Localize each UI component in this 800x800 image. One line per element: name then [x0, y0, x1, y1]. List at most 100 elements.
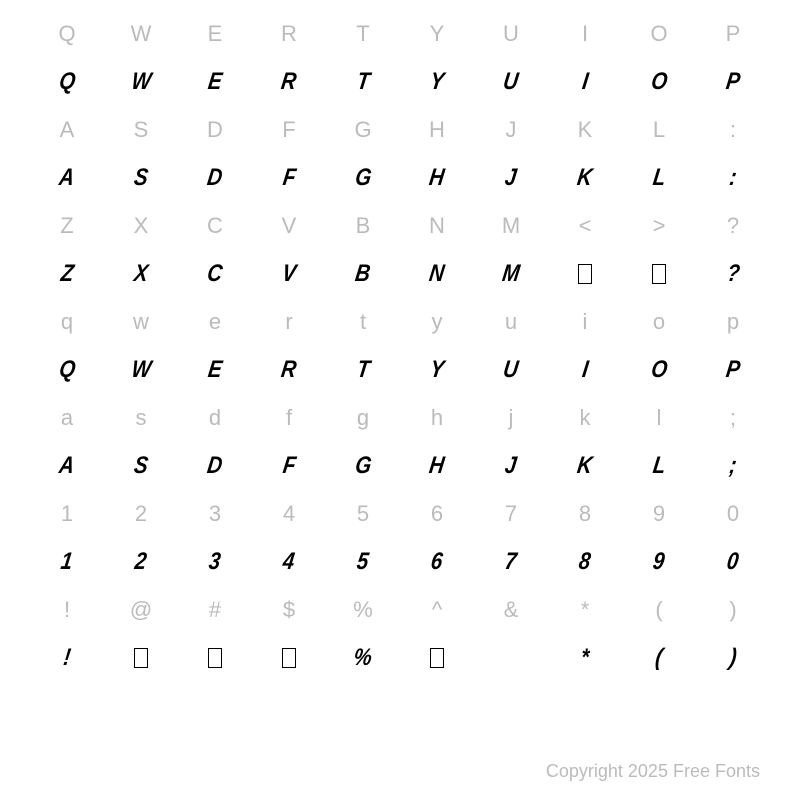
glyph-cell: D — [206, 164, 225, 192]
ref-cell: o — [653, 309, 665, 335]
ref-cell: F — [282, 117, 295, 143]
ref-cell: h — [431, 405, 443, 431]
ref-cell: l — [657, 405, 662, 431]
glyph-cell: W — [129, 68, 152, 96]
glyph-cell — [430, 648, 444, 668]
ref-cell: S — [134, 117, 149, 143]
glyph-cell: K — [576, 452, 595, 480]
ref-cell: Y — [430, 21, 445, 47]
glyph-cell: X — [132, 260, 150, 288]
ref-cell: j — [509, 405, 514, 431]
glyph-cell — [208, 648, 222, 668]
ref-cell: # — [209, 597, 221, 623]
ref-cell: 3 — [209, 501, 221, 527]
ref-cell: d — [209, 405, 221, 431]
ref-cell: N — [429, 213, 445, 239]
ref-cell: P — [726, 21, 741, 47]
ref-cell: ) — [729, 597, 736, 623]
glyph-cell: Y — [428, 68, 446, 96]
glyph-cell: U — [502, 356, 521, 384]
ref-cell: p — [727, 309, 739, 335]
glyph-cell: 3 — [207, 548, 222, 576]
glyph-cell: O — [649, 68, 669, 96]
glyph-cell: ! — [62, 644, 73, 672]
glyph-cell: R — [280, 68, 299, 96]
ref-cell: 6 — [431, 501, 443, 527]
ref-cell: Z — [60, 213, 73, 239]
glyph-cell: ) — [728, 644, 739, 672]
ref-cell: 9 — [653, 501, 665, 527]
ref-cell: 5 — [357, 501, 369, 527]
glyph-cell: J — [503, 164, 518, 192]
glyph-cell: I — [580, 68, 590, 96]
glyph-cell: 7 — [503, 548, 518, 576]
ref-cell: ^ — [432, 597, 442, 623]
ref-cell: & — [504, 597, 519, 623]
ref-cell: f — [286, 405, 292, 431]
glyph-cell: A — [58, 164, 77, 192]
ref-cell: @ — [130, 597, 152, 623]
ref-cell: 8 — [579, 501, 591, 527]
ref-cell: : — [730, 117, 736, 143]
glyph-cell: G — [353, 164, 373, 192]
ref-cell: U — [503, 21, 519, 47]
glyph-cell: W — [129, 356, 152, 384]
glyph-cell: % — [352, 644, 374, 672]
ref-cell: V — [282, 213, 297, 239]
glyph-cell: ( — [654, 644, 665, 672]
glyph-cell: T — [355, 68, 371, 96]
ref-cell: k — [580, 405, 591, 431]
glyph-cell: N — [428, 260, 447, 288]
ref-cell: u — [505, 309, 517, 335]
glyph-cell: E — [206, 68, 224, 96]
glyph-cell: H — [428, 452, 447, 480]
ref-cell: D — [207, 117, 223, 143]
glyph-cell: 5 — [355, 548, 370, 576]
glyph-cell: Y — [428, 356, 446, 384]
glyph-cell — [282, 648, 296, 668]
ref-cell: ! — [64, 597, 70, 623]
ref-cell: i — [583, 309, 588, 335]
glyph-cell — [134, 648, 148, 668]
ref-cell: > — [653, 213, 666, 239]
glyph-cell: H — [428, 164, 447, 192]
ref-cell: % — [353, 597, 373, 623]
glyph-cell: 1 — [59, 548, 74, 576]
glyph-cell: E — [206, 356, 224, 384]
glyph-cell: 4 — [281, 548, 296, 576]
glyph-cell: ; — [728, 452, 739, 480]
ref-cell: E — [208, 21, 223, 47]
glyph-cell — [652, 264, 666, 284]
ref-cell: * — [581, 597, 590, 623]
ref-cell: R — [281, 21, 297, 47]
ref-cell: 7 — [505, 501, 517, 527]
glyph-cell: : — [728, 164, 739, 192]
glyph-cell: 8 — [577, 548, 592, 576]
glyph-cell: B — [354, 260, 373, 288]
ref-cell: w — [133, 309, 149, 335]
glyph-cell: 6 — [429, 548, 444, 576]
ref-cell: y — [432, 309, 443, 335]
ref-cell: < — [579, 213, 592, 239]
ref-cell: 4 — [283, 501, 295, 527]
ref-cell: t — [360, 309, 366, 335]
ref-cell: $ — [283, 597, 295, 623]
glyph-cell: A — [58, 452, 77, 480]
glyph-cell: ? — [725, 260, 741, 288]
glyph-cell: 2 — [133, 548, 148, 576]
ref-cell: ; — [730, 405, 736, 431]
glyph-cell: P — [724, 356, 742, 384]
glyph-cell: U — [502, 68, 521, 96]
ref-cell: ? — [727, 213, 739, 239]
ref-cell: J — [506, 117, 517, 143]
ref-cell: I — [582, 21, 588, 47]
glyph-cell: I — [580, 356, 590, 384]
ref-cell: g — [357, 405, 369, 431]
copyright-footer: Copyright 2025 Free Fonts — [546, 761, 760, 782]
ref-cell: 0 — [727, 501, 739, 527]
ref-cell: ( — [655, 597, 662, 623]
ref-cell: C — [207, 213, 223, 239]
glyph-cell: S — [132, 164, 150, 192]
glyph-cell: Z — [59, 260, 75, 288]
glyph-cell: R — [280, 356, 299, 384]
